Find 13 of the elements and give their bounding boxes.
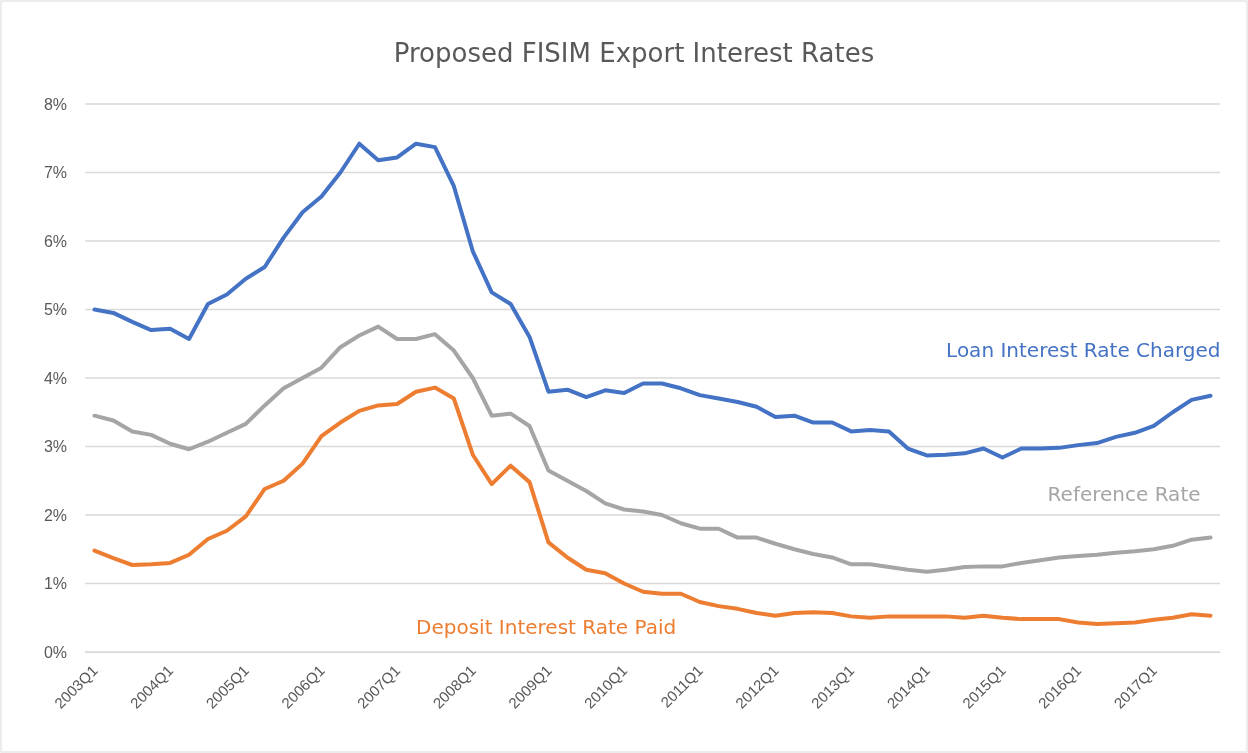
series-label: Reference Rate	[1047, 482, 1201, 507]
y-tick-label: 3%	[43, 438, 67, 456]
y-tick-label: 5%	[43, 301, 67, 319]
y-tick-label: 4%	[43, 369, 67, 387]
series-label: Deposit Interest Rate Paid	[416, 614, 677, 639]
y-tick-label: 1%	[43, 575, 67, 593]
series-label: Loan Interest Rate Charged	[946, 338, 1221, 363]
y-tick-label: 6%	[43, 232, 67, 250]
y-tick-label: 8%	[43, 95, 67, 113]
chart-title: Proposed FISIM Export Interest Rates	[393, 38, 875, 68]
y-tick-label: 7%	[43, 164, 67, 182]
y-tick-label: 0%	[43, 643, 67, 661]
y-tick-label: 2%	[43, 506, 67, 524]
